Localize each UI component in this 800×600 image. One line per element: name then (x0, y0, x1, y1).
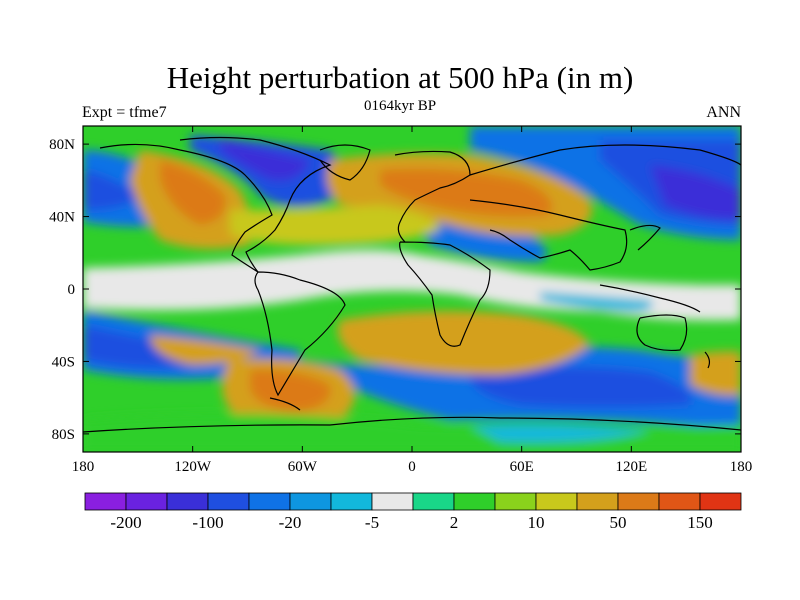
longitude-axis: 180 120W 60W 0 60E 120E 180 (72, 126, 753, 475)
colorbar-label: 150 (687, 513, 713, 532)
colorbar-label: 50 (610, 513, 627, 532)
colorbar-swatch (576, 492, 619, 511)
contour-field (83, 126, 741, 452)
lat-tick-label: 80N (49, 137, 75, 153)
colorbar-swatch (699, 492, 742, 511)
colorbar-label: -200 (110, 513, 141, 532)
period-label: 0164kyr BP (363, 98, 437, 114)
lon-tick-label: 120E (615, 459, 647, 475)
latitude-axis: 80N 40N 0 40S 80S (49, 137, 741, 443)
colorbar-swatch (371, 492, 414, 511)
colorbar-label: -100 (192, 513, 223, 532)
colorbar-swatch (535, 492, 578, 511)
colorbar-label: -20 (279, 513, 302, 532)
colorbar-swatch (494, 492, 537, 511)
lat-tick-label: 40N (49, 210, 75, 226)
colorbar-swatch (84, 492, 127, 511)
colorbar-swatch (617, 492, 660, 511)
coastlines (83, 136, 741, 433)
colorbar-swatch (166, 492, 209, 511)
colorbar-label: 10 (528, 513, 545, 532)
colorbar-label: -5 (365, 513, 379, 532)
map-title: Height perturbation at 500 hPa (in m) (166, 60, 634, 95)
colorbar-swatch (658, 492, 701, 511)
colorbar-label: 2 (450, 513, 459, 532)
lon-tick-label: 0 (408, 459, 416, 475)
lat-tick-label: 40S (52, 354, 75, 370)
lat-tick-label: 0 (68, 282, 76, 298)
colorbar-swatch (125, 492, 168, 511)
experiment-label: Expt = tfme7 (82, 104, 167, 121)
lon-tick-label: 60W (288, 459, 318, 475)
season-label: ANN (706, 104, 741, 121)
colorbar-swatch (289, 492, 332, 511)
lat-tick-label: 80S (52, 427, 75, 443)
colorbar-swatch (207, 492, 250, 511)
lon-tick-label: 120W (174, 459, 212, 475)
colorbar: -200 -100 -20 -5 2 10 50 150 (84, 492, 742, 532)
lon-tick-label: 60E (510, 459, 534, 475)
colorbar-swatch (248, 492, 291, 511)
colorbar-swatch (330, 492, 373, 511)
lon-tick-label: 180 (72, 459, 95, 475)
lon-tick-label: 180 (730, 459, 753, 475)
colorbar-swatch (412, 492, 455, 511)
colorbar-swatch (453, 492, 496, 511)
